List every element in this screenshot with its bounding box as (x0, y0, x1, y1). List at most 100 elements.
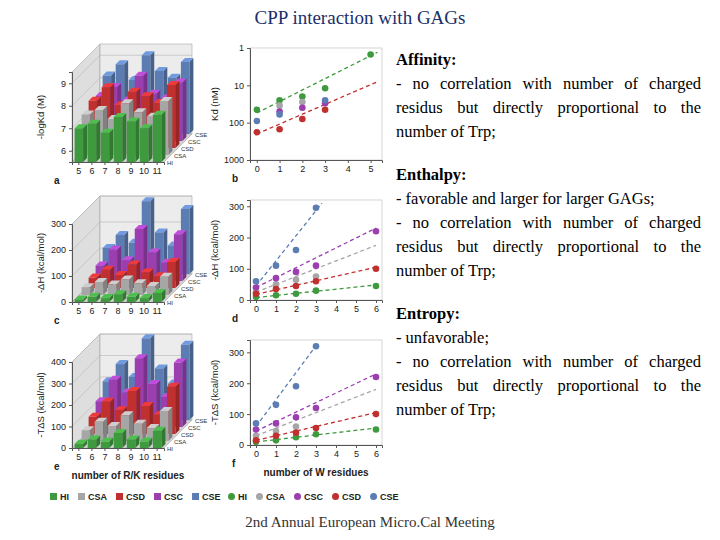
point (313, 287, 320, 294)
point (273, 420, 280, 427)
depth-label: CSA (174, 293, 186, 299)
tick-label: 9 (61, 79, 66, 89)
point (253, 278, 260, 285)
axis-line (251, 301, 383, 304)
bar-side (182, 79, 186, 142)
point (293, 414, 300, 421)
tick: 300 (229, 202, 250, 212)
tick-label: 200 (229, 379, 244, 389)
tick-label: 1 (278, 164, 283, 174)
tick-mark (247, 160, 250, 161)
tick-label: 3 (323, 164, 328, 174)
grid-line (72, 222, 100, 250)
tick: 1 (274, 445, 279, 459)
side-wall (72, 44, 100, 162)
bar-top (174, 230, 186, 234)
tick-mark (118, 302, 119, 305)
axis-line (73, 449, 165, 452)
bar-top (88, 120, 100, 124)
tick-mark (144, 448, 145, 451)
tick-label: 3 (314, 449, 319, 459)
tick: 5 (369, 160, 374, 174)
bar-top (160, 97, 172, 101)
note-item: - favorable and larger for larger GAGs; (396, 187, 701, 211)
bar-top (128, 88, 140, 92)
tick: 7 (102, 448, 107, 462)
depth-label: HI (167, 160, 173, 166)
tick: 6 (89, 448, 94, 462)
bar-top (82, 283, 94, 287)
tick-label: 11 (152, 452, 161, 462)
point (293, 383, 300, 390)
bar (101, 133, 109, 162)
point (253, 290, 260, 297)
bar-top (103, 72, 115, 76)
note-block: Enthalpy:- favorable and larger for larg… (396, 163, 701, 283)
point (253, 284, 260, 291)
tick-label: 1 (274, 304, 279, 314)
panel-label: b (232, 173, 238, 184)
panel-label: a (54, 175, 60, 186)
bar-top (122, 256, 134, 260)
bar-top (147, 282, 159, 286)
bar-top (121, 275, 133, 279)
tick-mark (316, 445, 317, 448)
legend-swatch (294, 493, 301, 500)
tick-label: 9 (129, 452, 134, 462)
tick-label: 6 (61, 146, 66, 156)
legend-swatch (192, 493, 199, 500)
axis: 567891011 (73, 162, 165, 176)
x-axis-title: number of R/K residues (72, 470, 185, 481)
tick-mark (104, 448, 105, 451)
panel: 01002003000123456-TΔS (kcal/mol)number o… (209, 340, 383, 478)
bar-top (95, 278, 107, 282)
bar-top (134, 420, 146, 424)
tick: 0 (255, 160, 260, 174)
bar-top (101, 438, 113, 442)
bar-top (88, 435, 100, 439)
tick: 10 (139, 162, 149, 176)
bar-top (181, 58, 193, 62)
tick: 100 (51, 422, 72, 432)
tick-mark (78, 448, 79, 451)
bar-top (127, 293, 139, 297)
legend-label: HI (238, 492, 247, 502)
tick: 10 (234, 81, 250, 91)
bar-side (175, 383, 179, 434)
bar (114, 294, 122, 302)
tick-mark (316, 300, 317, 303)
tick-mark (69, 106, 72, 107)
y-axis-title: -ΔH (kcal/mol) (209, 220, 220, 280)
tick: 6 (89, 162, 94, 176)
tick-mark (247, 123, 250, 124)
legend-swatch (50, 493, 57, 500)
plot-frame (250, 200, 382, 300)
legend: HICSACSDCSCCSE (50, 492, 221, 502)
tick-label: 7 (102, 306, 107, 316)
point (273, 275, 280, 282)
bar-top (114, 429, 126, 433)
axis: 0100200300 (229, 341, 251, 451)
fit-line (256, 374, 376, 431)
note-item: - no correlation with number of charged … (396, 211, 701, 283)
bar-side (109, 129, 113, 162)
tick-mark (276, 300, 277, 303)
tick-label: 300 (229, 202, 244, 212)
tick: 7 (61, 124, 72, 134)
point (373, 411, 380, 418)
plot-frame (250, 340, 382, 445)
tick: 0 (254, 300, 259, 314)
tick-label: 2 (294, 449, 299, 459)
bar-side (161, 111, 165, 162)
tick: 5 (76, 162, 81, 176)
point (322, 106, 329, 113)
tick: 8 (61, 101, 72, 111)
tick-label: 5 (354, 304, 359, 314)
tick-mark (69, 448, 72, 449)
panel-label: c (54, 315, 60, 326)
tick-mark (247, 383, 250, 384)
fit-line (256, 245, 376, 292)
point (313, 343, 320, 350)
axis-line (247, 341, 251, 446)
point (299, 99, 306, 106)
